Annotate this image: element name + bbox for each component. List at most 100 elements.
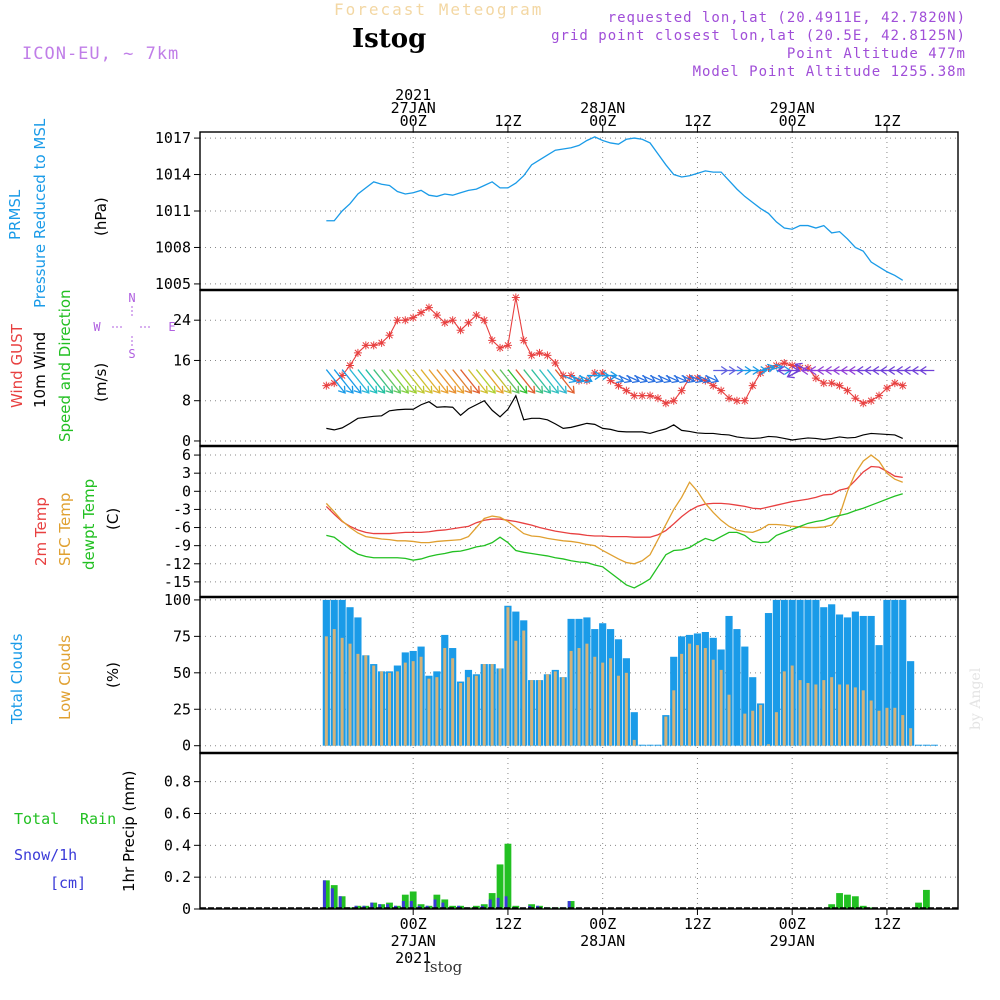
cloud-low-bar <box>585 643 589 746</box>
cloud-low-bar <box>845 684 849 746</box>
gust-marker <box>440 318 449 327</box>
gust-marker <box>653 394 662 403</box>
label-dewpt-temp: dewpt Temp <box>80 478 98 570</box>
cloud-low-bar <box>522 630 526 746</box>
y-tick-label: 1008 <box>155 238 191 256</box>
gust-marker <box>756 369 765 378</box>
rain-bar <box>480 904 488 909</box>
compass-arms <box>112 306 152 346</box>
gust-marker <box>898 381 907 390</box>
cloud-low-bar <box>427 678 431 746</box>
compass-west: W <box>93 320 101 334</box>
wind-direction-arrow <box>412 369 433 394</box>
time-label-top: 27JAN <box>391 99 436 117</box>
cloud-low-bar <box>759 704 763 746</box>
label-snow: Snow/1h <box>14 846 78 864</box>
snow-bar <box>378 904 382 909</box>
cloud-total-bar <box>764 613 773 746</box>
cloud-low-bar <box>356 653 360 746</box>
cloud-low-bar <box>806 683 810 746</box>
gust-marker <box>843 386 852 395</box>
label-sfc-temp: SFC Temp <box>56 492 74 566</box>
cloud-low-bar <box>672 690 676 746</box>
snow-bar <box>488 899 492 909</box>
cloud-low-bar <box>577 648 581 746</box>
time-label-bottom: 00Z <box>400 915 427 933</box>
wind-direction-arrow <box>420 369 441 394</box>
label-wind-gust: Wind GUST <box>8 324 26 408</box>
wind-direction-arrow <box>475 369 496 394</box>
cloud-low-bar <box>459 683 463 746</box>
gust-marker <box>464 318 473 327</box>
cloud-total-bar <box>843 617 852 746</box>
gust-marker <box>559 371 568 380</box>
y-tick-label: 24 <box>173 311 191 329</box>
y-tick-label: 100 <box>164 591 191 609</box>
gust-marker <box>725 394 734 403</box>
cloud-low-bar <box>411 661 415 746</box>
rain-bar <box>401 894 409 909</box>
gust-marker <box>796 364 805 372</box>
y-tick-label: 0 <box>182 482 191 500</box>
gust-marker <box>685 374 694 383</box>
temp-dewpt-line <box>326 493 903 589</box>
cloud-low-bar <box>443 648 447 746</box>
panel-frame <box>199 752 959 910</box>
gust-marker <box>732 396 741 405</box>
rain-bar <box>346 907 354 909</box>
snow-bar <box>433 899 437 909</box>
cloud-total-bar <box>733 629 741 746</box>
y-tick-label: -9 <box>173 537 191 555</box>
label-prmsl: PRMSL <box>6 189 24 240</box>
cloud-low-bar <box>466 677 470 746</box>
cloud-low-bar <box>822 680 826 746</box>
gust-marker <box>811 374 820 383</box>
gust-marker <box>788 361 797 370</box>
cloud-low-bar <box>877 710 881 746</box>
wind-direction-arrow <box>507 369 528 394</box>
gust-marker <box>590 369 599 378</box>
time-label-bottom: 28JAN <box>580 932 625 950</box>
cloud-total-bar <box>804 599 812 746</box>
cloud-total-bar <box>828 604 836 746</box>
cloud-low-bar <box>885 707 889 746</box>
gust-marker <box>409 313 418 322</box>
wind-direction-arrow <box>325 369 346 394</box>
gust-marker <box>717 386 726 395</box>
wind-direction-arrow <box>404 369 425 394</box>
time-label-bottom: 12Z <box>873 915 900 933</box>
gust-marker <box>535 348 544 357</box>
y-tick-label: -3 <box>173 500 191 518</box>
time-label-top: 12Z <box>494 112 521 130</box>
y-tick-label: 1017 <box>155 129 191 147</box>
gust-marker <box>456 326 465 335</box>
cloud-low-bar <box>719 669 723 746</box>
rain-bar <box>378 904 386 909</box>
wind-direction-arrow <box>531 369 552 394</box>
cloud-total-bar <box>646 744 654 746</box>
cloud-total-bar <box>630 712 638 746</box>
cloud-total-bar <box>851 611 859 746</box>
y-tick-label: -15 <box>164 573 191 591</box>
rain-bar <box>370 902 378 909</box>
time-label-top: 2021 <box>395 86 431 104</box>
wind-direction-arrow <box>752 365 768 376</box>
cloud-total-bar <box>725 615 733 746</box>
temp-2m-line <box>325 465 903 538</box>
gust-marker <box>377 338 386 347</box>
gust-marker <box>488 336 497 345</box>
cloud-total-bar <box>914 744 923 746</box>
gust-marker <box>606 376 615 385</box>
label-precip-unit: 1hr Precip (mm) <box>120 770 138 892</box>
gust-marker <box>661 399 670 408</box>
gust-marker <box>432 311 441 320</box>
cloud-low-bar <box>514 640 518 746</box>
y-tick-label: 8 <box>182 392 191 410</box>
snow-bar <box>496 897 500 909</box>
rain-bar <box>417 904 425 909</box>
y-tick-label: 50 <box>173 664 191 682</box>
y-tick-label: -12 <box>164 555 191 573</box>
y-tick-label: 0.4 <box>164 836 191 854</box>
cloud-low-bar <box>853 687 857 746</box>
